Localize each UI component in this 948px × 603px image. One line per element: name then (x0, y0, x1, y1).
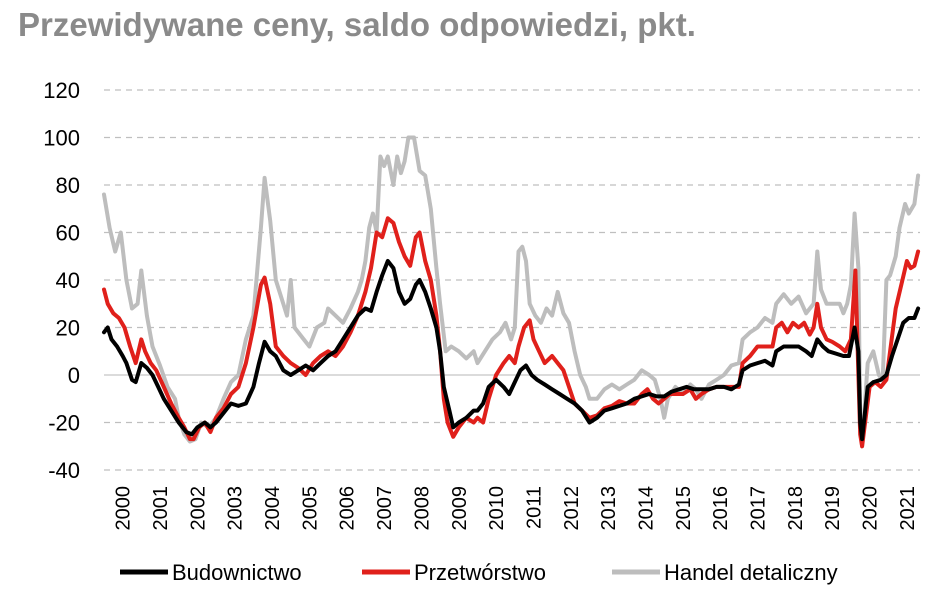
chart-title: Przewidywane ceny, saldo odpowiedzi, pkt… (18, 6, 696, 43)
y-tick-label: 40 (56, 268, 80, 293)
y-axis-ticks: 120 100 80 60 40 20 0 -20 -40 (43, 78, 80, 483)
x-tick-label: 2006 (337, 486, 359, 531)
x-tick-label: 2020 (860, 486, 882, 531)
x-tick-label: 2005 (299, 486, 321, 531)
legend-label: Handel detaliczny (664, 560, 838, 585)
series-line-handel-detaliczny (102, 135, 921, 449)
x-tick-label: 2004 (262, 486, 284, 531)
y-tick-label: -40 (48, 458, 80, 483)
x-tick-label: 2007 (374, 486, 396, 531)
y-tick-label: 0 (68, 363, 80, 388)
x-tick-label: 2014 (636, 486, 658, 531)
gridlines (104, 89, 920, 471)
x-tick-label: 2009 (449, 486, 471, 531)
x-axis-ticks: 2000 2001 2002 2003 2004 2005 2006 2007 2008 2009… (113, 486, 919, 531)
series-lines (102, 135, 921, 449)
x-tick-label: 2021 (897, 486, 919, 531)
x-tick-label: 2008 (411, 486, 433, 531)
legend-label: Budownictwo (172, 560, 302, 585)
x-tick-label: 2015 (673, 486, 695, 531)
x-tick-label: 2017 (748, 486, 770, 531)
x-tick-label: 2002 (187, 486, 209, 531)
legend-label: Przetwórstwo (414, 560, 546, 585)
x-tick-label: 2000 (113, 486, 135, 531)
y-tick-label: 100 (43, 126, 80, 151)
series-line-przetw-rstwo (102, 216, 921, 449)
x-tick-label: 2001 (150, 486, 172, 531)
x-tick-label: 2010 (486, 486, 508, 531)
x-tick-label: 2019 (822, 486, 844, 531)
y-tick-label: -20 (48, 411, 80, 436)
y-tick-label: 20 (56, 316, 80, 341)
x-tick-label: 2013 (598, 486, 620, 531)
x-tick-label: 2012 (561, 486, 583, 531)
series-line-budownictwo (102, 259, 921, 442)
y-tick-label: 80 (56, 173, 80, 198)
x-tick-label: 2016 (710, 486, 732, 531)
y-tick-label: 120 (43, 78, 80, 103)
x-tick-label: 2003 (225, 486, 247, 531)
y-tick-label: 60 (56, 221, 80, 246)
x-tick-label: 2018 (785, 486, 807, 531)
x-tick-label: 2011 (523, 486, 545, 529)
legend: Budownictwo Przetwórstwo Handel detaliczny (120, 560, 838, 585)
